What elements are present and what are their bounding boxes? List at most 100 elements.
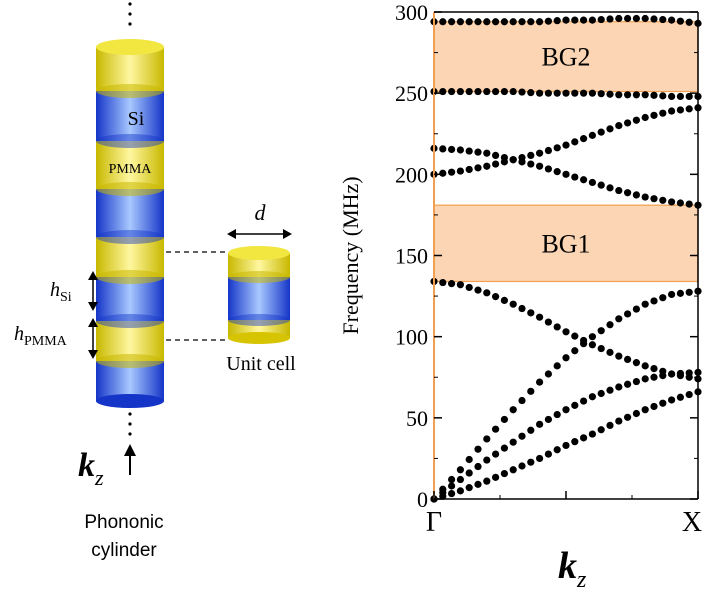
band-point (536, 420, 544, 428)
x-tick-label-x: X (682, 507, 702, 538)
x-axis-label-sub: z (576, 567, 587, 593)
band-point (650, 297, 658, 305)
band-point (562, 16, 570, 24)
si-layer (96, 189, 164, 237)
band-point (632, 116, 641, 124)
h-pmma-label: hPMMA (14, 323, 68, 349)
band-point (641, 193, 649, 201)
y-tick-label: 0 (417, 487, 428, 512)
band-point (650, 364, 658, 373)
y-axis-label: Frequency (MHz) (338, 176, 363, 334)
band-point (668, 396, 676, 404)
band-point (544, 146, 553, 155)
band-point (492, 450, 500, 458)
band-point (544, 318, 553, 326)
band-point (544, 370, 553, 378)
d-label: d (255, 200, 267, 225)
unit-cell-label: Unit cell (226, 353, 296, 375)
band-point (659, 15, 667, 24)
band-point (439, 18, 447, 26)
band-point (632, 409, 641, 418)
y-tick-label: 250 (395, 81, 428, 106)
band-point (650, 373, 658, 381)
band-point (474, 445, 482, 453)
band-point (518, 432, 526, 440)
band-point (509, 300, 517, 308)
band-point (685, 200, 693, 208)
band-point (474, 462, 482, 471)
x-axis-label-main: k (558, 545, 577, 587)
band-point (509, 438, 517, 446)
band-point (580, 434, 588, 442)
band-point (562, 328, 570, 336)
band-point (500, 18, 508, 26)
band-point (571, 347, 579, 355)
y-tick-label: 300 (395, 0, 428, 25)
band-point (650, 91, 658, 99)
cylinder-top-dots (128, 2, 132, 26)
band-point (606, 421, 614, 430)
band-point (518, 304, 526, 313)
band-point (456, 18, 464, 26)
band-point (492, 160, 500, 168)
band-point (500, 87, 508, 96)
band-point (650, 15, 658, 23)
band-point (439, 485, 447, 493)
band-point (632, 359, 641, 367)
pmma-label: PMMA (109, 162, 153, 177)
band-point (465, 147, 473, 155)
band-point (615, 383, 623, 391)
band-point (527, 387, 535, 395)
band-point (527, 151, 535, 159)
band-point (465, 469, 473, 477)
band-point (527, 160, 535, 168)
y-tick-label: 200 (395, 162, 428, 187)
band-point (659, 294, 667, 302)
band-point (465, 283, 473, 292)
band-point (676, 393, 685, 401)
band-point (536, 89, 544, 97)
band-point (676, 372, 685, 380)
band-point (571, 173, 579, 181)
band-point (650, 402, 658, 411)
band-point (624, 380, 632, 388)
band-point (597, 344, 605, 353)
band-point (641, 113, 649, 122)
band-point (624, 14, 632, 23)
band-point (632, 14, 641, 23)
band-point (439, 278, 447, 287)
band-point (597, 426, 605, 434)
band-point (509, 156, 517, 164)
y-tick-label: 150 (395, 244, 428, 269)
band-point (615, 91, 623, 99)
band-point (527, 89, 535, 97)
band-point (562, 89, 570, 97)
band-point (465, 484, 473, 492)
band-point (588, 131, 597, 139)
band-point (606, 125, 614, 133)
band-point (474, 148, 482, 156)
band-point (536, 18, 544, 26)
band-point (571, 16, 579, 24)
band-point (668, 370, 676, 378)
x-axis-label: kz (558, 545, 587, 593)
band-point (641, 362, 649, 370)
si-layer (96, 91, 164, 141)
band-point (668, 198, 676, 206)
cylinder-top-face (96, 39, 164, 55)
band-point (580, 176, 588, 184)
caption-line-2: cylinder (91, 540, 157, 561)
band-point (492, 293, 500, 301)
band-point (597, 181, 605, 189)
band-point (536, 454, 544, 463)
band-point (668, 16, 676, 24)
band-point (571, 138, 579, 146)
band-point (676, 106, 685, 114)
band-point (632, 91, 641, 99)
band-point (465, 455, 473, 464)
band-point (474, 480, 482, 488)
band-point (641, 375, 649, 383)
band-point (606, 348, 614, 356)
band-point (483, 456, 491, 464)
band-point (553, 323, 561, 331)
